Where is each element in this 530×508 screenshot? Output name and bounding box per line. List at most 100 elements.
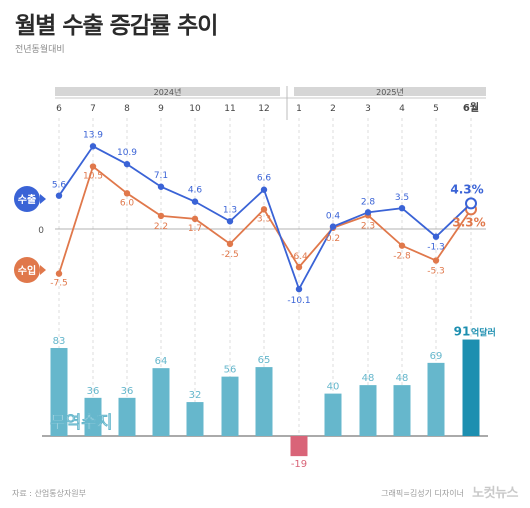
month-label: 4 [399, 104, 405, 114]
year-label-1: 2025년 [376, 87, 404, 97]
export-data-label: 13.9 [83, 130, 103, 140]
import-point [398, 242, 406, 249]
import-point [89, 163, 97, 170]
import-point [226, 240, 234, 248]
trade-balance-bar [186, 402, 204, 436]
import-point [260, 206, 268, 213]
import-badge-arrow [40, 265, 46, 275]
import-badge-label: 수입 [18, 264, 36, 277]
export-data-label: 6.6 [257, 174, 272, 184]
trade-balance-label: 32 [189, 390, 202, 401]
trade-balance-bar [324, 393, 342, 436]
month-label: 6 [56, 104, 62, 114]
trade-balance-label: -19 [291, 459, 307, 470]
export-point [157, 183, 165, 190]
export-point [432, 233, 440, 240]
import-point [157, 212, 165, 220]
export-point [226, 218, 234, 225]
year-band-1 [294, 87, 486, 96]
trade-balance-bar [462, 339, 480, 436]
month-label: 5 [433, 104, 439, 114]
export-point [364, 209, 372, 216]
trade-balance-label: 91 [454, 325, 471, 339]
trade-balance-bar [290, 436, 308, 457]
export-data-label: 0.4 [326, 212, 341, 222]
trade-balance-unit: 억달러 [471, 327, 496, 339]
export-badge-label: 수출 [18, 193, 36, 206]
export-data-label: 7.1 [154, 171, 168, 181]
import-badge [14, 257, 40, 283]
export-data-label: -10.1 [287, 296, 310, 306]
export-point [89, 143, 97, 150]
month-label: 3 [365, 104, 371, 114]
page-subtitle: 전년동월대비 [15, 45, 65, 55]
export-data-label: 2.8 [361, 197, 376, 207]
export-point [465, 197, 477, 210]
month-label: 2 [330, 104, 336, 114]
import-point [191, 215, 199, 223]
month-label: 8 [124, 104, 130, 114]
export-data-label: 4.6 [188, 186, 203, 196]
import-point [432, 257, 440, 264]
month-label: 7 [90, 104, 96, 114]
trade-balance-label: 56 [224, 365, 237, 376]
trade-balance-label: 36 [121, 386, 134, 397]
trade-balance-label: 48 [396, 373, 409, 384]
month-label: 11 [224, 104, 235, 114]
trade-balance-bar [50, 348, 68, 436]
trade-balance-bar [427, 362, 445, 436]
export-data-label: 4.3% [450, 182, 483, 196]
import-data-label: -5.3 [427, 267, 445, 277]
trade-balance-bar [255, 367, 273, 436]
month-label: 1 [296, 104, 302, 114]
trade-balance-label: 64 [155, 356, 168, 367]
export-point [398, 204, 406, 212]
export-badge [14, 186, 40, 212]
month-label: 6월 [463, 102, 479, 114]
trade-balance-label: 69 [430, 351, 443, 362]
trade-balance-label: 40 [327, 382, 340, 393]
trade-balance-bar [118, 397, 136, 436]
credit-note: 그래픽=김성기 디자이너 [381, 489, 464, 498]
import-point [295, 263, 303, 271]
export-data-label: 3.5 [395, 193, 409, 203]
page-title: 월별 수출 증감률 추이 [15, 13, 218, 39]
export-data-label: 1.3 [223, 205, 237, 215]
trade-balance-bar [84, 397, 102, 436]
export-point [260, 186, 268, 193]
export-badge-arrow [40, 194, 46, 204]
trade-balance-bar [393, 385, 411, 436]
export-point [55, 192, 63, 199]
import-data-label: 10.5 [83, 172, 103, 182]
import-data-label: -2.8 [393, 252, 411, 262]
year-label-0: 2024년 [154, 87, 182, 97]
trade-balance-bar [221, 376, 239, 436]
import-data-label: 2.2 [154, 222, 168, 232]
import-data-label: 2.3 [361, 221, 375, 231]
trade-balance-label: 36 [87, 386, 100, 397]
import-point [55, 270, 63, 277]
trade-balance-label: 83 [53, 336, 66, 347]
export-point [191, 198, 199, 205]
export-point [123, 160, 131, 168]
source-note: 자료 : 산업통상자원부 [12, 489, 87, 498]
import-data-label: 6.0 [120, 198, 135, 208]
trade-balance-title: 무역수지 [50, 413, 113, 433]
zero-tick-label: 0 [38, 226, 44, 236]
trade-balance-label: 65 [258, 355, 271, 366]
trade-balance-bar [152, 368, 170, 436]
import-data-label: 0.2 [326, 234, 340, 244]
import-data-label: 3.3% [452, 215, 485, 229]
import-data-label: 3.3 [257, 214, 271, 224]
brand-logo: 노컷뉴스 [472, 486, 518, 501]
export-data-label: 10.9 [117, 148, 137, 158]
year-band-0 [55, 87, 280, 96]
export-data-label: -1.3 [427, 243, 445, 253]
trade-balance-label: 48 [362, 373, 375, 384]
import-data-label: -7.5 [50, 279, 68, 289]
export-point [295, 285, 303, 293]
import-data-label: 1.7 [188, 224, 202, 234]
export-point [329, 223, 337, 230]
export-data-label: 5.6 [52, 181, 67, 191]
